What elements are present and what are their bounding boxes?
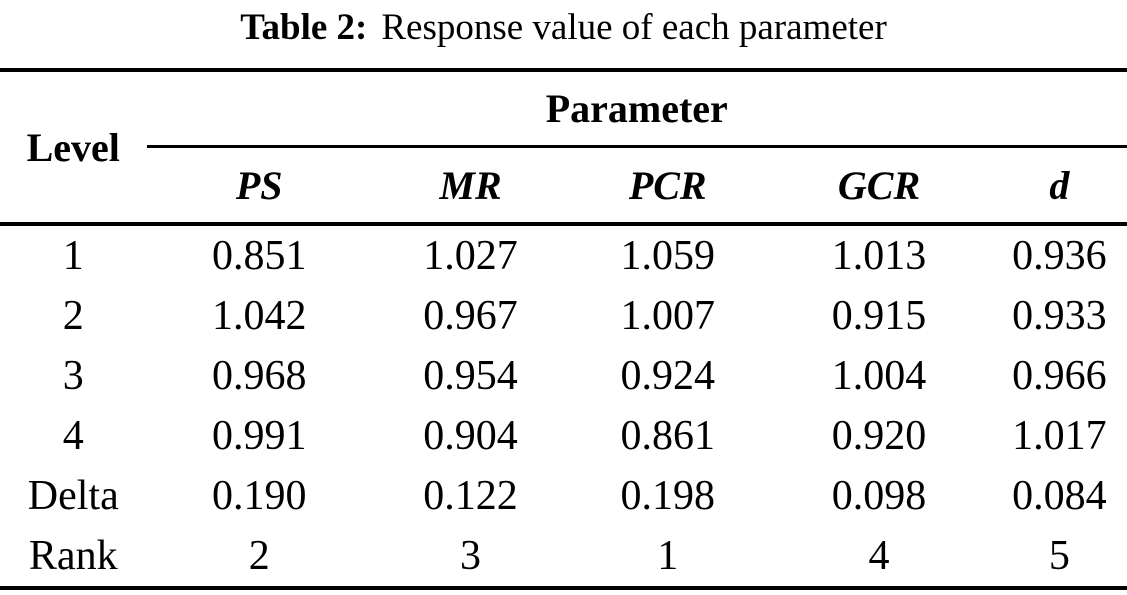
value-cell: 2	[248, 533, 270, 580]
level-cell: 3	[62, 353, 84, 400]
value-cell: 0.924	[620, 353, 715, 400]
parameter-subheader-row: PS MR PCR GCR d	[0, 147, 1127, 225]
table-row-delta: Delta 0.190 0.122 0.198 0.098 0.084	[0, 466, 1127, 526]
table-body: 1 0.851 1.027 1.059 1.013 0.936 2 1.042 …	[0, 224, 1127, 588]
value-cell: 0.122	[423, 473, 518, 520]
table-row-rank: Rank 2 3 1 4 5	[0, 526, 1127, 588]
value-cell: 1.059	[620, 233, 715, 280]
level-cell: Rank	[28, 533, 118, 580]
value-cell: 0.954	[423, 353, 518, 400]
value-cell: 0.861	[620, 413, 715, 460]
value-cell: 4	[868, 533, 890, 580]
param-header-mr: MR	[439, 162, 502, 208]
value-cell: 0.967	[423, 293, 518, 340]
table-row-level-4: 4 0.991 0.904 0.861 0.920 1.017	[0, 406, 1127, 466]
value-cell: 0.936	[1012, 233, 1107, 280]
param-header-pcr: PCR	[628, 162, 707, 208]
table-caption-text: Response value of each parameter	[381, 7, 887, 48]
value-cell: 0.966	[1012, 353, 1107, 400]
table-caption-label: Table 2:	[240, 7, 368, 48]
param-header-ps: PS	[235, 162, 283, 208]
level-cell: 1	[62, 233, 84, 280]
group-header-row: Level Parameter	[0, 70, 1127, 170]
value-cell: 1.027	[423, 233, 518, 280]
value-cell: 5	[1048, 533, 1070, 580]
value-cell: 0.904	[423, 413, 518, 460]
level-cell: Delta	[27, 473, 119, 520]
level-column-header: Level	[26, 124, 120, 170]
table-caption: Table 2: Response value of each parameter	[0, 0, 1127, 51]
value-cell: 0.915	[831, 293, 927, 340]
table-row-level-3: 3 0.968 0.954 0.924 1.004 0.966	[0, 346, 1127, 406]
level-cell: 4	[62, 413, 84, 460]
table-row-level-2: 2 1.042 0.967 1.007 0.915 0.933	[0, 286, 1127, 346]
table-header: Level Parameter PS MR PCR GCR d	[0, 70, 1127, 225]
value-cell: 1.007	[620, 293, 715, 340]
value-cell: 1.004	[831, 353, 927, 400]
value-cell: 3	[460, 533, 481, 580]
level-cell: 2	[62, 293, 84, 340]
value-cell: 0.084	[1012, 473, 1107, 520]
value-cell: 0.968	[211, 353, 307, 400]
value-cell: 1.042	[211, 293, 307, 340]
table-row-level-1: 1 0.851 1.027 1.059 1.013 0.936	[0, 224, 1127, 286]
value-cell: 0.933	[1012, 293, 1107, 340]
value-cell: 0.190	[211, 473, 307, 520]
value-cell: 0.198	[620, 473, 715, 520]
value-cell: 0.098	[831, 473, 927, 520]
parameter-group-header: Parameter	[146, 70, 1127, 149]
value-cell: 1.017	[1012, 413, 1107, 460]
param-header-gcr: GCR	[837, 162, 921, 208]
value-cell: 0.991	[211, 413, 307, 460]
response-value-table: Level Parameter PS MR PCR GCR d 1 0.851 …	[0, 68, 1127, 591]
value-cell: 1	[657, 533, 679, 580]
value-cell: 1.013	[831, 233, 927, 280]
value-cell: 0.920	[831, 413, 927, 460]
param-header-d: d	[1049, 162, 1070, 208]
value-cell: 0.851	[211, 233, 307, 280]
